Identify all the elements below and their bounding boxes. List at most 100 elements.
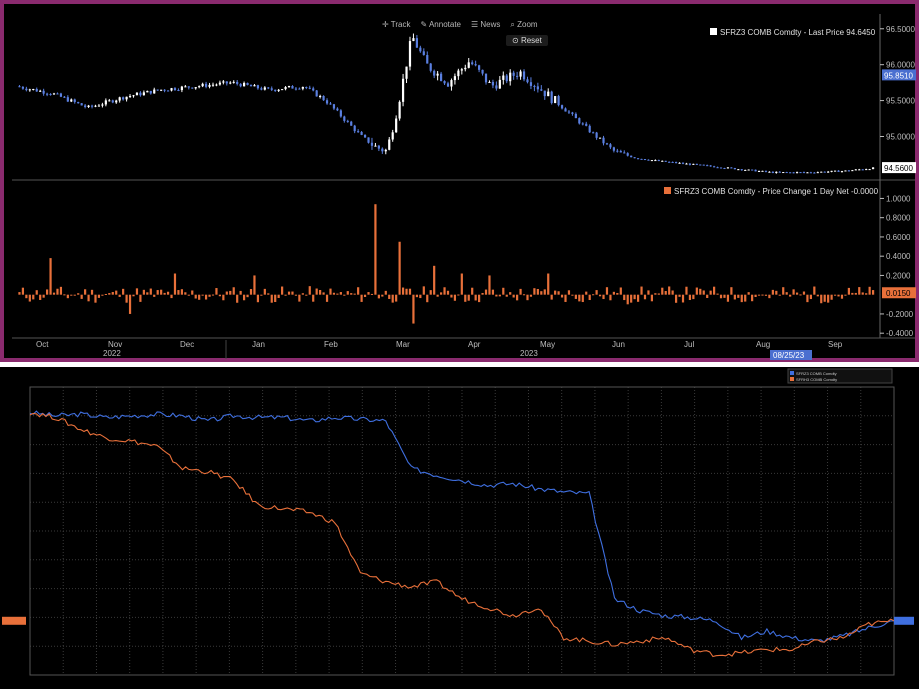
candle-body [706, 165, 709, 167]
legend-swatch-orange [790, 377, 794, 381]
month-label: Nov [108, 340, 122, 349]
change-bar [381, 294, 384, 297]
candle-body [844, 170, 847, 172]
change-bar [474, 294, 477, 301]
candle-body [616, 150, 619, 152]
candle-body [284, 87, 287, 90]
candle-body [754, 169, 757, 172]
change-bar [813, 286, 816, 295]
candle-body [395, 118, 398, 133]
candle-body [744, 169, 747, 171]
candle-body [370, 142, 374, 146]
change-bar [374, 204, 377, 295]
candle-body [802, 172, 806, 174]
change-bar [52, 292, 56, 295]
zoom-button[interactable]: ⌕ Zoom [510, 20, 538, 29]
change-bar [598, 294, 602, 297]
change-bar [868, 286, 871, 295]
reset-button[interactable]: ⊙ Reset [506, 35, 548, 46]
candle-body [21, 86, 25, 89]
month-label: Jun [612, 340, 625, 349]
change-bar [370, 293, 374, 295]
candle-body [229, 82, 232, 84]
change-bar [505, 294, 508, 297]
candle-body [564, 108, 567, 112]
upper-legend-text: SFRZ3 COMB Comdty - Last Price 94.6450 [720, 28, 876, 37]
change-bar [18, 292, 21, 295]
candle-body [795, 172, 799, 174]
candle-body [281, 89, 284, 91]
change-bar [153, 294, 156, 297]
candle-body [491, 81, 495, 86]
change-bar [63, 294, 66, 296]
candle-body [827, 171, 830, 173]
change-bar [678, 294, 681, 297]
month-label: Feb [324, 340, 338, 349]
change-bar [588, 294, 591, 301]
change-bar [775, 290, 778, 295]
change-bar [42, 294, 45, 298]
change-bar [249, 289, 253, 295]
candle-body [18, 86, 21, 88]
candle-body [554, 96, 557, 104]
change-bar [706, 294, 709, 299]
change-bar [657, 293, 660, 295]
candle-body [336, 108, 339, 111]
change-bar [215, 288, 218, 295]
candle-body [388, 139, 391, 150]
candle-body [699, 164, 702, 166]
candle-body [443, 81, 446, 84]
candle-body [578, 118, 581, 124]
candle-body [287, 85, 291, 88]
change-bar [388, 294, 391, 299]
candle-body [664, 160, 667, 162]
candle-body [115, 100, 118, 103]
change-bar [377, 294, 380, 299]
track-button[interactable]: ✛ Track [382, 20, 411, 29]
candle-body [84, 105, 87, 108]
price-tick-label: 95.5000 [886, 97, 915, 106]
change-bar [789, 294, 792, 297]
change-bar [529, 294, 533, 297]
change-bar [536, 288, 539, 295]
candle-body [502, 75, 505, 80]
change-bar [498, 294, 501, 297]
candle-body [42, 90, 45, 94]
candle-body [408, 41, 412, 67]
change-bar [315, 288, 318, 295]
candle-body [474, 64, 477, 66]
candle-body [194, 87, 197, 89]
candle-body [291, 85, 294, 89]
change-bar [643, 294, 647, 300]
annotate-label: Annotate [428, 20, 461, 29]
month-label: Oct [36, 340, 49, 349]
annotate-button[interactable]: ✎ Annotate [420, 20, 461, 29]
candle-body [87, 105, 90, 108]
change-bar [757, 294, 761, 296]
candle-body [305, 87, 308, 89]
change-bar [305, 294, 308, 296]
change-bar [73, 294, 76, 296]
change-bar [125, 294, 128, 303]
change-bar [277, 294, 280, 298]
candle-body [215, 84, 218, 86]
candle-body [592, 132, 595, 134]
change-bar [640, 286, 643, 295]
change-bar [802, 291, 806, 295]
change-bar [267, 293, 270, 295]
candle-body [301, 87, 304, 89]
candle-body [737, 169, 740, 171]
change-bar [198, 294, 201, 300]
candle-body [823, 171, 826, 173]
month-label: Apr [468, 340, 481, 349]
news-button[interactable]: ☰ News [471, 20, 501, 29]
candle-body [294, 88, 298, 90]
candle-body [267, 87, 270, 89]
change-bar [253, 275, 256, 295]
change-bar [616, 292, 619, 295]
legend-box [787, 368, 893, 384]
change-bar [484, 289, 488, 295]
candle-body [809, 172, 812, 174]
change-bar [101, 294, 104, 296]
